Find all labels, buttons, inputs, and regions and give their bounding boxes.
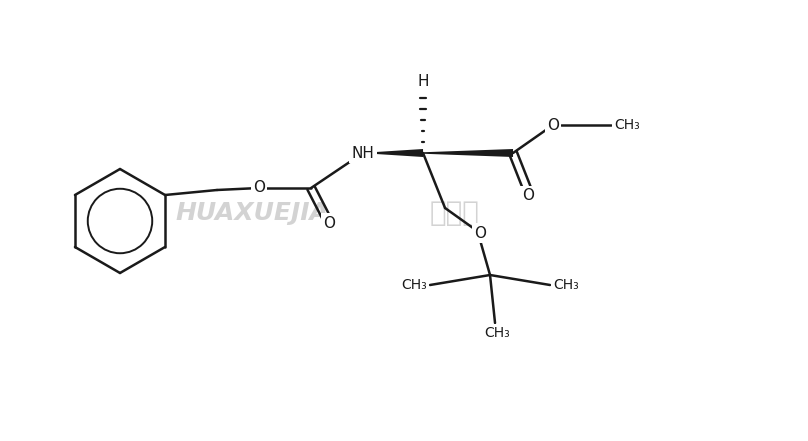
Text: CH₃: CH₃ (401, 278, 427, 292)
Text: 化学加: 化学加 (430, 199, 480, 227)
Text: O: O (323, 216, 335, 231)
Polygon shape (423, 149, 513, 157)
Text: CH₃: CH₃ (553, 278, 579, 292)
Text: O: O (474, 225, 486, 240)
Text: CH₃: CH₃ (614, 118, 640, 132)
Text: O: O (522, 188, 534, 203)
Polygon shape (372, 149, 423, 157)
Text: HUAXUEJIA: HUAXUEJIA (175, 201, 329, 225)
Text: CH₃: CH₃ (484, 326, 510, 340)
Text: NH: NH (351, 146, 374, 161)
Text: O: O (547, 117, 559, 132)
Text: H: H (417, 74, 429, 89)
Text: O: O (253, 180, 265, 195)
